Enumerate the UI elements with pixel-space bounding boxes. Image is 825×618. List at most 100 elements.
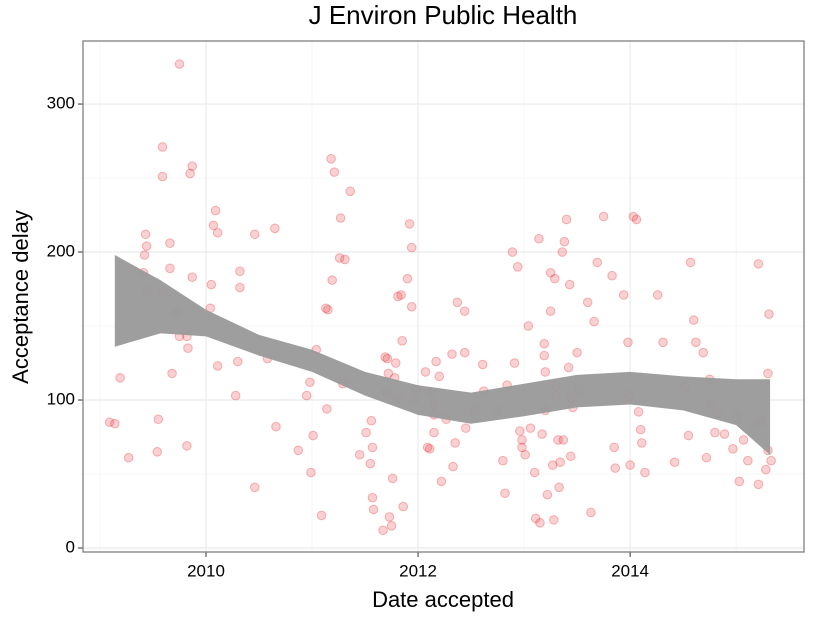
data-point: [553, 435, 563, 445]
data-point: [525, 423, 536, 433]
data-point: [607, 270, 617, 281]
data-point: [110, 418, 120, 429]
data-point: [517, 442, 527, 453]
data-point: [422, 442, 433, 453]
data-point: [167, 368, 177, 379]
y-tick-label: 300: [47, 94, 75, 113]
data-point: [763, 368, 773, 379]
data-point: [429, 427, 439, 438]
data-point: [233, 356, 243, 367]
data-point: [459, 306, 470, 317]
data-point: [631, 214, 642, 225]
y-tick-label: 100: [47, 390, 75, 409]
data-point: [436, 476, 447, 487]
data-point: [249, 229, 260, 240]
data-point: [658, 337, 668, 348]
data-point: [206, 279, 217, 290]
data-point: [628, 211, 639, 222]
data-point: [701, 452, 712, 463]
data-point: [367, 442, 378, 453]
x-tick-label: 2014: [611, 561, 649, 580]
data-point: [165, 238, 175, 248]
data-point: [530, 513, 541, 524]
data-point: [406, 242, 417, 253]
data-point: [545, 267, 556, 278]
data-point: [271, 421, 281, 432]
data-point: [558, 435, 569, 445]
data-point: [115, 373, 125, 383]
data-point: [766, 455, 776, 466]
data-point: [515, 426, 525, 436]
data-point: [185, 168, 195, 179]
data-point: [165, 263, 175, 274]
data-point: [322, 404, 332, 414]
data-point: [249, 482, 260, 493]
plot-background: [83, 41, 804, 552]
data-point: [235, 282, 245, 293]
data-point: [498, 455, 508, 466]
data-point: [540, 367, 551, 377]
data-point: [334, 253, 345, 263]
data-point: [365, 458, 376, 469]
data-point: [140, 229, 151, 240]
data-point: [183, 343, 193, 354]
data-point: [683, 430, 694, 441]
data-point: [452, 297, 463, 308]
x-tick-label: 2012: [399, 561, 437, 580]
data-point: [270, 223, 280, 234]
y-tick-label: 0: [66, 537, 75, 556]
data-point: [460, 423, 471, 433]
data-point: [523, 321, 534, 331]
data-point: [477, 359, 488, 370]
data-point: [104, 417, 115, 428]
data-point: [308, 430, 318, 441]
data-point: [157, 171, 168, 182]
data-point: [564, 279, 575, 290]
data-point: [535, 518, 545, 528]
data-point: [555, 457, 565, 467]
data-point: [366, 415, 377, 426]
confidence-band: [114, 254, 771, 455]
data-point: [404, 219, 415, 229]
data-point: [305, 377, 315, 388]
data-point: [230, 390, 241, 401]
data-point: [539, 338, 550, 349]
data-point: [157, 142, 168, 152]
data-point: [559, 236, 570, 247]
y-axis-label: Acceptance delay: [8, 210, 33, 384]
data-point: [710, 427, 720, 438]
data-point: [329, 167, 340, 177]
data-point: [402, 273, 413, 284]
data-point: [764, 309, 774, 319]
data-point: [512, 262, 523, 272]
data-point: [386, 521, 397, 531]
data-point: [235, 266, 245, 277]
data-point: [761, 464, 771, 475]
data-point: [212, 361, 223, 371]
data-point: [380, 352, 390, 362]
data-point: [609, 442, 620, 453]
data-point: [738, 435, 749, 445]
data-point: [507, 247, 518, 257]
data-point: [152, 447, 163, 457]
data-point: [753, 259, 764, 269]
data-point: [210, 205, 221, 216]
data-point: [545, 306, 556, 317]
data-point: [306, 467, 316, 478]
data-point: [293, 445, 304, 456]
data-point: [368, 504, 379, 515]
data-point: [354, 449, 365, 460]
data-point: [728, 444, 738, 454]
data-point: [534, 233, 544, 244]
data-point: [592, 257, 603, 268]
data-point: [537, 429, 547, 439]
data-point: [640, 467, 650, 478]
data-point: [208, 220, 219, 231]
data-point: [623, 337, 633, 348]
data-point: [212, 227, 223, 238]
data-point: [529, 467, 540, 478]
data-point: [542, 489, 553, 500]
data-point: [378, 525, 388, 536]
data-point: [669, 457, 680, 467]
